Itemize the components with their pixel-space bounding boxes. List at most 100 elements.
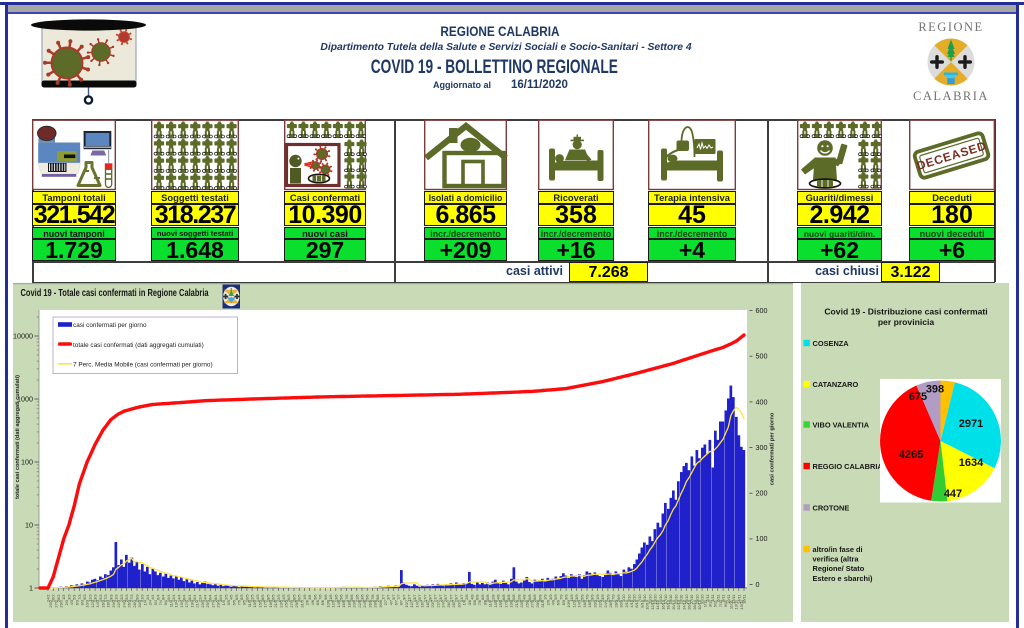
svg-text:100: 100 [756, 534, 768, 543]
svg-text:20/7: 20/7 [430, 600, 435, 608]
svg-text:10/5: 10/5 [244, 595, 249, 603]
svg-text:25/9: 25/9 [605, 595, 610, 603]
svg-text:15/10: 15/10 [658, 594, 663, 605]
svg-text:14/4: 14/4 [176, 594, 181, 602]
svg-text:7/11: 7/11 [718, 600, 723, 607]
svg-text:13/10: 13/10 [653, 594, 658, 605]
svg-text:1/4: 1/4 [142, 599, 147, 605]
svg-text:30/6: 30/6 [378, 600, 383, 608]
svg-text:23/10: 23/10 [679, 594, 684, 605]
svg-text:19/5: 19/5 [268, 600, 273, 608]
svg-text:10: 10 [25, 520, 33, 529]
svg-text:9/7: 9/7 [401, 595, 406, 600]
svg-text:2/11: 2/11 [705, 595, 710, 602]
svg-text:0: 0 [756, 580, 760, 589]
svg-text:4/6: 4/6 [310, 600, 315, 605]
svg-text:29/8: 29/8 [535, 600, 540, 608]
svg-text:29/4: 29/4 [216, 599, 221, 607]
svg-text:26/5: 26/5 [286, 595, 291, 603]
svg-text:totale casi confermati (dati a: totale casi confermati (dati aggregati c… [73, 342, 204, 349]
svg-text:19/8: 19/8 [509, 600, 514, 608]
svg-text:23/6: 23/6 [360, 595, 365, 603]
svg-text:30/9: 30/9 [619, 600, 624, 608]
svg-text:3/5: 3/5 [226, 600, 231, 605]
svg-text:27/2: 27/2 [53, 600, 58, 608]
svg-text:27/10: 27/10 [689, 594, 694, 605]
svg-text:5/8: 5/8 [472, 600, 477, 605]
svg-text:13/6: 13/6 [333, 595, 338, 603]
svg-text:7/9: 7/9 [558, 595, 563, 600]
svg-text:10/3: 10/3 [85, 600, 90, 608]
svg-text:verifica (altra: verifica (altra [813, 555, 860, 564]
svg-text:3/11: 3/11 [708, 600, 713, 607]
svg-text:12/5: 12/5 [250, 595, 255, 603]
svg-text:30/3: 30/3 [137, 600, 142, 608]
svg-text:28/4: 28/4 [213, 594, 218, 602]
svg-text:12/4: 12/4 [171, 594, 176, 602]
svg-text:Covid 19 - Distribuzione casi: Covid 19 - Distribuzione casi confermati [824, 307, 987, 317]
svg-text:4/7: 4/7 [388, 600, 393, 605]
svg-text:6/6: 6/6 [315, 600, 320, 605]
svg-text:5/4: 5/4 [153, 599, 158, 605]
svg-text:11/10: 11/10 [647, 594, 652, 604]
svg-text:200: 200 [756, 489, 768, 498]
svg-text:18/10: 18/10 [666, 599, 671, 610]
svg-text:20/4: 20/4 [192, 594, 197, 602]
svg-text:10/10: 10/10 [645, 599, 650, 610]
svg-text:16/3: 16/3 [100, 600, 105, 608]
svg-text:27/3: 27/3 [129, 595, 134, 603]
svg-text:19/4: 19/4 [189, 599, 194, 607]
svg-text:11/8: 11/8 [488, 600, 493, 607]
svg-text:30/7: 30/7 [456, 600, 461, 608]
svg-text:25/5: 25/5 [284, 600, 289, 608]
svg-text:16/11: 16/11 [742, 595, 747, 604]
svg-text:15/3: 15/3 [98, 595, 103, 603]
svg-text:20/6: 20/6 [352, 600, 357, 608]
svg-text:21/8: 21/8 [514, 600, 519, 608]
svg-text:Covid 19 - Totale casi conferm: Covid 19 - Totale casi confermati in Reg… [21, 287, 210, 298]
svg-text:28/8: 28/8 [532, 595, 537, 603]
svg-text:altro/in fase di: altro/in fase di [813, 545, 863, 554]
svg-text:25/3: 25/3 [124, 595, 129, 603]
svg-text:11/3: 11/3 [87, 595, 92, 602]
svg-text:17/5: 17/5 [263, 600, 268, 608]
svg-text:24/8: 24/8 [522, 595, 527, 603]
svg-text:26/8: 26/8 [527, 595, 532, 603]
svg-text:3/9: 3/9 [548, 595, 553, 600]
svg-text:Regione/ Stato: Regione/ Stato [813, 564, 865, 573]
svg-text:3/7: 3/7 [386, 595, 391, 600]
svg-text:5/9: 5/9 [553, 595, 558, 600]
svg-text:4/11: 4/11 [710, 595, 715, 602]
svg-text:7/10: 7/10 [637, 594, 642, 602]
svg-text:2971: 2971 [959, 418, 983, 430]
svg-text:24/7: 24/7 [441, 600, 446, 608]
svg-text:24/9: 24/9 [603, 600, 608, 608]
svg-text:CALABRIA: CALABRIA [913, 89, 989, 103]
svg-text:21/6: 21/6 [354, 595, 359, 603]
svg-text:500: 500 [756, 352, 768, 361]
svg-text:1/3: 1/3 [61, 595, 66, 600]
svg-text:17/9: 17/9 [585, 595, 590, 603]
svg-text:26/6: 26/6 [367, 600, 372, 608]
svg-text:25/6: 25/6 [365, 595, 370, 603]
svg-text:23/3: 23/3 [119, 595, 124, 603]
svg-text:24/6: 24/6 [362, 600, 367, 608]
svg-text:20/9: 20/9 [592, 600, 597, 608]
svg-text:17/6: 17/6 [344, 595, 349, 603]
svg-text:23/8: 23/8 [519, 600, 524, 608]
svg-text:18/9: 18/9 [587, 600, 592, 608]
svg-text:10/7: 10/7 [404, 600, 409, 608]
svg-text:20/3: 20/3 [111, 600, 116, 608]
svg-text:22/6: 22/6 [357, 600, 362, 608]
svg-text:6/4: 6/4 [155, 594, 160, 600]
svg-text:25/10: 25/10 [684, 594, 689, 605]
svg-text:28/9: 28/9 [613, 600, 618, 608]
svg-text:13/4: 13/4 [174, 599, 179, 607]
svg-text:1634: 1634 [959, 457, 984, 469]
svg-text:18/3: 18/3 [106, 600, 111, 608]
svg-text:19/9: 19/9 [590, 595, 595, 603]
svg-text:3/6: 3/6 [307, 595, 312, 600]
svg-text:2/8: 2/8 [464, 595, 469, 600]
svg-text:13/3: 13/3 [93, 595, 98, 603]
svg-text:20/10: 20/10 [671, 599, 676, 610]
